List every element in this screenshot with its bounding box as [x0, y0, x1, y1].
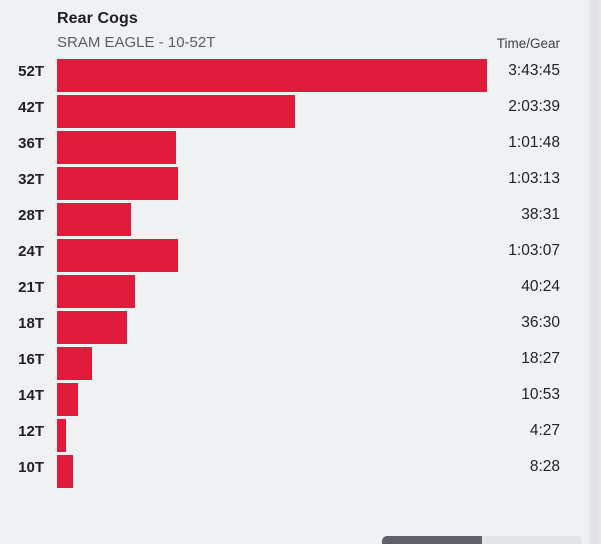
time-value: 1:03:13 [508, 170, 560, 187]
time-value: 18:27 [521, 350, 560, 367]
time-value: 10:53 [521, 386, 560, 403]
chart-row: 16T 18:27 [0, 347, 601, 383]
cog-label: 52T [18, 63, 44, 80]
cog-label: 24T [18, 243, 44, 260]
time-value: 38:31 [521, 206, 560, 223]
cog-label: 18T [18, 315, 44, 332]
chart-row: 28T 38:31 [0, 203, 601, 239]
time-bar [57, 59, 487, 92]
time-value: 40:24 [521, 278, 560, 295]
time-value: 3:43:45 [508, 62, 560, 79]
cog-label: 16T [18, 351, 44, 368]
chart-title: Rear Cogs [57, 10, 138, 27]
time-value: 1:03:07 [508, 242, 560, 259]
cog-label: 32T [18, 171, 44, 188]
cog-label: 42T [18, 99, 44, 116]
chart-row: 52T 3:43:45 [0, 59, 601, 95]
time-value: 1:01:48 [508, 134, 560, 151]
bar-chart: 52T 3:43:45 42T 2:03:39 36T 1:01:48 32T … [0, 59, 601, 491]
time-bar [57, 383, 78, 416]
time-bar [57, 419, 66, 452]
value-column-header: Time/Gear [496, 36, 560, 51]
chart-row: 18T 36:30 [0, 311, 601, 347]
chart-subtitle: SRAM EAGLE - 10-52T [57, 34, 216, 51]
time-bar [57, 167, 178, 200]
chart-row: 14T 10:53 [0, 383, 601, 419]
time-value: 2:03:39 [508, 98, 560, 115]
bottom-toggle-active-segment[interactable] [382, 536, 482, 544]
cog-label: 14T [18, 387, 44, 404]
chart-row: 24T 1:03:07 [0, 239, 601, 275]
time-bar [57, 455, 73, 488]
bottom-toggle-inactive-segment[interactable] [482, 536, 582, 544]
time-bar [57, 347, 92, 380]
time-bar [57, 131, 176, 164]
chart-row: 36T 1:01:48 [0, 131, 601, 167]
time-bar [57, 203, 131, 236]
time-value: 8:28 [529, 458, 560, 475]
chart-row: 21T 40:24 [0, 275, 601, 311]
time-value: 4:27 [529, 422, 560, 439]
cog-label: 12T [18, 423, 44, 440]
bottom-toggle [382, 536, 582, 544]
page-edge-shadow [588, 0, 601, 544]
chart-row: 12T 4:27 [0, 419, 601, 455]
cog-label: 10T [18, 459, 44, 476]
time-bar [57, 95, 295, 128]
time-value: 36:30 [521, 314, 560, 331]
cog-label: 36T [18, 135, 44, 152]
chart-row: 42T 2:03:39 [0, 95, 601, 131]
cog-label: 28T [18, 207, 44, 224]
chart-row: 32T 1:03:13 [0, 167, 601, 203]
time-bar [57, 275, 135, 308]
cog-label: 21T [18, 279, 44, 296]
time-bar [57, 239, 178, 272]
time-bar [57, 311, 127, 344]
chart-row: 10T 8:28 [0, 455, 601, 491]
